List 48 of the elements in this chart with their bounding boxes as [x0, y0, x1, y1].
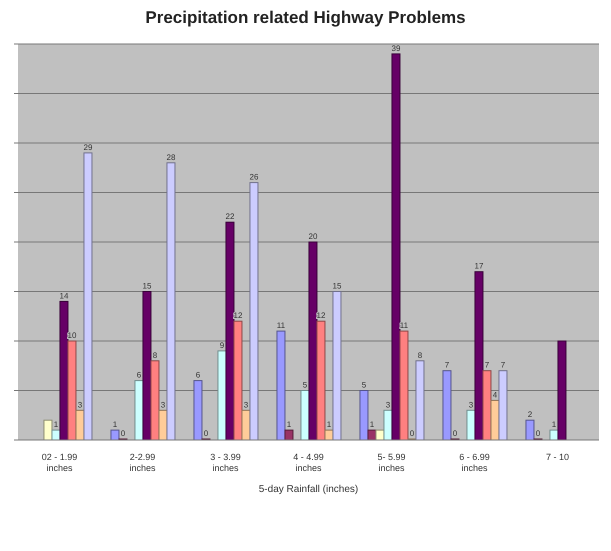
data-label: 6: [196, 370, 201, 380]
data-label: 8: [418, 350, 423, 360]
x-tick-label: 2-2.99 inches: [129, 452, 156, 473]
x-axis-title: 5-day Rainfall (inches): [258, 484, 358, 495]
data-label: 2: [528, 410, 533, 420]
data-label: 0: [410, 429, 415, 438]
data-label: 7: [444, 360, 450, 370]
x-tick-label: 6 - 6.99 inches: [459, 452, 490, 473]
data-label: 11: [276, 321, 286, 330]
data-label: 1: [54, 420, 59, 430]
x-tick-label: 5- 5.99 inches: [377, 452, 406, 473]
x-tick-label: 7 - 10: [546, 452, 570, 462]
data-label: 29: [84, 142, 93, 152]
data-label: 1: [370, 420, 375, 430]
data-label: 3: [160, 400, 166, 410]
data-label: 26: [250, 172, 259, 182]
data-label: 7: [500, 360, 506, 370]
data-label: 3: [386, 400, 391, 410]
data-label: 14: [60, 291, 69, 300]
data-label: 3: [468, 400, 474, 410]
data-label: 4: [492, 390, 498, 400]
data-label: 8: [152, 350, 158, 360]
data-label: 0: [452, 429, 458, 438]
data-label: 3: [244, 400, 249, 410]
data-label: 0: [120, 429, 126, 438]
data-label: 39: [392, 44, 401, 53]
data-label: 5: [302, 380, 308, 390]
x-tick-label: 3 - 3.99 inches: [210, 452, 241, 473]
data-label: 20: [308, 232, 318, 241]
data-label: 1: [286, 420, 292, 430]
x-tick-label: 4 - 4.99 inches: [293, 452, 324, 473]
data-label: 0: [204, 429, 209, 438]
chart-title: Precipitation related Highway Problems: [144, 8, 467, 28]
data-label: 7: [484, 360, 490, 370]
x-tick-label: 02 - 1.99 inches: [42, 452, 78, 473]
data-label: 1: [112, 420, 118, 430]
data-label: 28: [166, 152, 176, 162]
data-label: 9: [220, 340, 225, 350]
data-label: 1: [326, 420, 332, 430]
data-label: 6: [136, 370, 142, 380]
data-label: 22: [226, 212, 235, 222]
data-label: 0: [536, 429, 541, 438]
data-label: 17: [474, 262, 484, 271]
data-label: 5: [362, 380, 367, 390]
data-label: 15: [142, 282, 152, 290]
data-label: 1: [552, 420, 557, 430]
data-label: 15: [332, 282, 342, 290]
data-label: 3: [78, 400, 83, 410]
